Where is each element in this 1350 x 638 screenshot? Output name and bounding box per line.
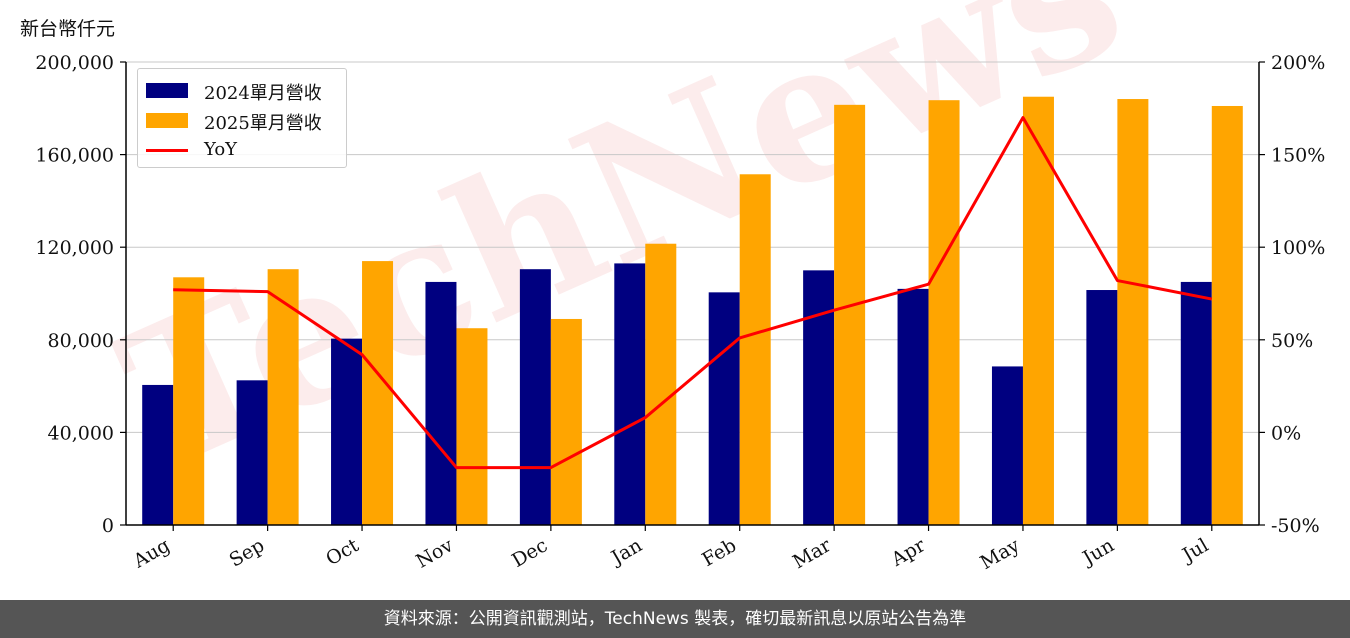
left-tick-label: 120,000 (35, 237, 114, 259)
legend-swatch-2024 (146, 83, 188, 98)
bar-2024-jun (1086, 290, 1118, 525)
x-tick-label-nov: Nov (412, 534, 457, 573)
bar-2025-jul (1211, 105, 1243, 526)
bar-2025-feb (739, 174, 771, 525)
x-tick-label-dec: Dec (508, 534, 551, 572)
bar-2024-dec (519, 269, 551, 525)
bar-2025-jun (1117, 99, 1149, 525)
x-tick-label-aug: Aug (129, 534, 174, 573)
x-tick-label-jul: Jul (1177, 534, 1212, 567)
bars (142, 96, 1243, 526)
right-tick-label: -50% (1271, 515, 1320, 537)
x-tick-label-feb: Feb (698, 534, 740, 571)
revenue-chart: TechNews 040,00080,000120,000160,000200,… (35, 0, 1325, 574)
legend-item-2024: 2024單月營收 (146, 77, 342, 104)
bar-2024-mar (803, 270, 835, 525)
unit-label: 新台幣仟元 (20, 18, 116, 40)
left-tick-label: 40,000 (48, 422, 114, 444)
x-tick-label-mar: Mar (789, 534, 835, 573)
yoy-line-layer (173, 116, 1213, 470)
bar-2024-may (991, 366, 1023, 525)
bar-2024-jul (1180, 281, 1212, 525)
x-tick-label-jun: Jun (1077, 534, 1118, 570)
bar-2024-oct (331, 338, 363, 525)
legend-label-2025: 2025單月營收 (204, 113, 322, 134)
bar-2025-nov (456, 328, 488, 525)
axes (125, 62, 1260, 526)
x-tick-label-apr: Apr (887, 534, 930, 571)
left-tick-label: 200,000 (35, 52, 114, 74)
bar-2024-nov (425, 281, 457, 525)
bar-2025-jan (645, 243, 677, 526)
source-footer: 資料來源：公開資訊觀測站，TechNews 製表，確切最新訊息以原站公告為準 (0, 600, 1350, 638)
right-tick-label: 200% (1271, 52, 1325, 74)
x-tick-label-sep: Sep (226, 534, 269, 571)
bar-2025-dec (550, 318, 582, 525)
legend-swatch-2025 (146, 113, 188, 128)
bar-2024-jan (614, 263, 646, 525)
left-tick-label: 0 (102, 515, 114, 537)
bar-2024-aug (142, 384, 174, 525)
legend-item-2025: 2025單月營收 (146, 107, 342, 134)
bar-2024-sep (236, 380, 268, 525)
right-tick-label: 100% (1271, 237, 1325, 259)
legend: 2024單月營收 2025單月營收 YoY (137, 68, 347, 168)
x-tick-label-jan: Jan (606, 534, 646, 570)
bar-2025-may (1022, 96, 1054, 525)
legend-label-2024: 2024單月營收 (204, 83, 322, 104)
legend-label-yoy: YoY (204, 139, 238, 160)
right-tick-label: 150% (1271, 145, 1325, 167)
bar-2025-aug (173, 277, 205, 525)
bar-2024-apr (897, 288, 929, 525)
bar-2025-mar (834, 104, 866, 525)
x-tick-label-may: May (976, 534, 1023, 574)
legend-swatch-yoy (146, 149, 188, 152)
yoy-line (173, 116, 1213, 470)
right-tick-label: 50% (1271, 330, 1313, 352)
bar-2025-oct (362, 261, 394, 525)
bar-2025-apr (928, 100, 960, 525)
bar-2024-feb (708, 292, 740, 525)
left-tick-label: 80,000 (48, 330, 114, 352)
legend-item-yoy: YoY (146, 137, 342, 163)
left-tick-label: 160,000 (35, 145, 114, 167)
bar-2025-sep (267, 269, 299, 525)
x-tick-label-oct: Oct (322, 534, 363, 570)
right-tick-label: 0% (1271, 422, 1301, 444)
